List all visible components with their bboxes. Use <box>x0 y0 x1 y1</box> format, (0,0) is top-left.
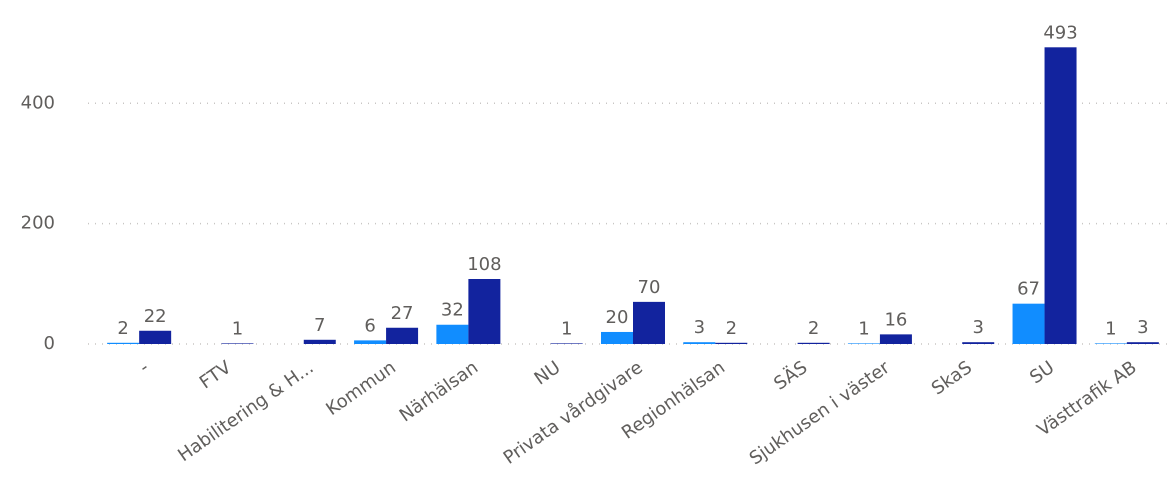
bar <box>797 342 830 344</box>
x-tick-label: Kommun <box>322 357 399 420</box>
data-label: 27 <box>391 303 414 324</box>
bar <box>715 342 748 344</box>
x-tick-label: SkaS <box>928 357 976 399</box>
data-label: 6 <box>364 315 375 336</box>
bar <box>436 324 469 344</box>
x-tick-label: FTV <box>196 357 236 394</box>
bar <box>601 331 633 344</box>
x-tick-label: SU <box>1026 357 1058 388</box>
x-tick-label: - <box>136 357 153 378</box>
bar <box>1044 47 1077 344</box>
bar <box>468 279 501 344</box>
bar <box>107 342 140 344</box>
data-label: 20 <box>606 307 629 328</box>
data-label: 32 <box>441 300 464 321</box>
data-label: 1 <box>561 318 572 339</box>
bar <box>962 342 995 344</box>
bar <box>386 327 419 344</box>
bar <box>1126 342 1159 344</box>
bar <box>354 340 387 344</box>
data-label: 67 <box>1017 279 1040 300</box>
bar <box>1012 303 1045 344</box>
bar <box>879 334 912 344</box>
bar <box>683 342 716 344</box>
bar <box>303 339 336 344</box>
y-tick-label: 400 <box>21 92 55 113</box>
y-tick-label: 200 <box>21 213 55 234</box>
bar <box>633 301 665 344</box>
data-label: 108 <box>467 254 501 275</box>
data-label: 2 <box>117 318 128 339</box>
bar <box>221 343 254 344</box>
bar <box>550 343 583 344</box>
data-label: 2 <box>726 318 737 339</box>
x-tick-label: Närhälsan <box>396 357 482 426</box>
bar <box>139 330 172 344</box>
x-tick-label: Privata vårdgivare <box>500 357 647 469</box>
data-label: 3 <box>694 317 705 338</box>
data-label: 3 <box>973 317 984 338</box>
x-tick-label: Sjukhusen i väster <box>746 357 894 470</box>
bar <box>1094 343 1127 344</box>
data-label: 1 <box>858 318 869 339</box>
data-label: 16 <box>884 309 907 330</box>
data-label: 7 <box>314 315 325 336</box>
data-label: 1 <box>232 318 243 339</box>
data-label: 22 <box>144 306 167 327</box>
x-tick-label: NU <box>531 357 565 389</box>
data-label: 1 <box>1105 318 1116 339</box>
x-tick-label: SÄS <box>770 357 811 395</box>
bar <box>847 343 880 344</box>
data-label: 3 <box>1137 317 1148 338</box>
data-label: 70 <box>638 277 661 298</box>
data-label: 2 <box>808 318 819 339</box>
y-tick-label: 0 <box>44 333 55 354</box>
data-label: 493 <box>1043 22 1077 43</box>
x-tick-label: Habilitering & H... <box>174 357 317 466</box>
